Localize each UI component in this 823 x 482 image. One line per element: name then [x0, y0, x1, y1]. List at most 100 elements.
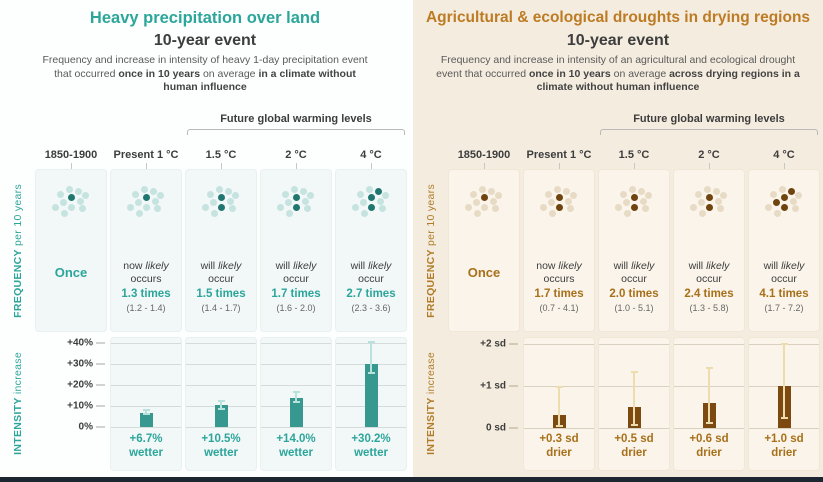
panel-subtitle: 10-year event	[566, 32, 670, 49]
error-bar	[295, 391, 297, 403]
column-header: 2 °C	[673, 149, 745, 169]
frequency-dot	[720, 191, 727, 199]
frequency-dot	[642, 204, 649, 212]
frequency-dot	[699, 209, 706, 217]
gridline	[111, 342, 181, 344]
frequency-dot	[277, 203, 284, 211]
frequency-dot	[216, 185, 223, 193]
intensity-card: +6.7% wetter	[110, 336, 182, 471]
frequency-dot	[302, 197, 309, 205]
frequency-dot	[68, 193, 75, 201]
gridline	[261, 363, 331, 365]
error-bar	[558, 385, 560, 428]
times-value: 1.7 times	[271, 288, 321, 301]
frequency-dot	[704, 185, 711, 193]
intensity-axis-ticks: +40% +30% +20% +10% 0%	[35, 337, 107, 471]
frequency-dots	[690, 185, 728, 217]
frequency-dots	[465, 185, 503, 217]
frequency-dot	[79, 204, 86, 212]
column-header-row: Future global warming levels 1850-1900 P…	[413, 105, 823, 169]
panel-description: Frequency and increase in intensity of a…	[436, 54, 800, 94]
frequency-dot	[368, 193, 375, 201]
error-bar-cap	[217, 399, 225, 402]
error-bar	[783, 343, 785, 419]
future-warming-label: Future global warming levels	[633, 112, 785, 125]
frequency-dot	[640, 197, 647, 205]
frequency-row: FREQUENCY per 10 years Once now likely o…	[0, 168, 410, 332]
frequency-dot	[150, 187, 157, 195]
frequency-dot	[717, 204, 724, 212]
frequency-text: will likely occur 1.7 times (1.6 - 2.0)	[261, 260, 331, 314]
gridline	[524, 343, 594, 345]
column-header-row: Future global warming levels 1850-1900 P…	[0, 105, 410, 169]
error-bar-cap	[630, 423, 638, 426]
frequency-dot	[375, 187, 382, 195]
frequency-dot	[715, 197, 722, 205]
frequency-dot	[143, 203, 150, 211]
times-value: 2.4 times	[684, 288, 734, 301]
frequency-dot	[352, 203, 359, 211]
frequency-dot	[645, 191, 652, 199]
intensity-bar	[289, 397, 303, 427]
error-bar-cap	[705, 421, 713, 424]
frequency-dot	[291, 185, 298, 193]
future-warming-bracket	[187, 128, 405, 135]
frequency-card: will likely occur 1.7 times (1.6 - 2.0)	[260, 168, 332, 332]
intensity-ytick: +30%	[67, 358, 105, 369]
frequency-dot	[695, 190, 702, 198]
frequency-dot	[481, 193, 488, 201]
frequency-dot	[770, 190, 777, 198]
frequency-card: now likely occurs 1.7 times (0.7 - 4.1)	[523, 168, 595, 332]
frequency-dot	[366, 185, 373, 193]
future-warming-label: Future global warming levels	[220, 112, 372, 125]
gridline	[261, 426, 331, 428]
frequency-dot	[620, 190, 627, 198]
frequency-dot	[136, 209, 143, 217]
gridline	[261, 342, 331, 344]
gridline	[111, 363, 181, 365]
intensity-value-label: +10.5% wetter	[201, 432, 241, 459]
frequency-dot	[781, 193, 788, 201]
frequency-dot	[706, 203, 713, 211]
intensity-card: +0.5 sd drier	[598, 336, 670, 471]
frequency-card: will likely occur 2.4 times (1.3 - 5.8)	[673, 168, 745, 332]
intensity-ytick: +40%	[67, 337, 105, 348]
frequency-dot	[490, 197, 497, 205]
frequency-dot	[143, 193, 150, 201]
frequency-dot	[202, 203, 209, 211]
gridline	[261, 384, 331, 386]
frequency-dot	[474, 209, 481, 217]
times-value: 1.7 times	[534, 288, 584, 301]
frequency-card: now likely occurs 1.3 times (1.2 - 1.4)	[110, 168, 182, 332]
gridline	[524, 427, 594, 429]
likely-range: (1.0 - 5.1)	[614, 302, 654, 313]
frequency-dot	[135, 198, 142, 206]
frequency-dot	[470, 190, 477, 198]
intensity-axis-label: INTENSITY increase	[425, 352, 437, 456]
frequency-text: will likely occur 2.4 times (1.3 - 5.8)	[674, 260, 744, 314]
panel-precipitation: Heavy precipitation over land 10-year ev…	[0, 0, 410, 477]
frequency-dot	[210, 198, 217, 206]
frequency-dot	[556, 203, 563, 211]
frequency-dot	[361, 209, 368, 217]
frequency-dot	[77, 197, 84, 205]
frequency-card: Once	[35, 168, 107, 332]
intensity-bar	[214, 404, 228, 427]
frequency-card: will likely occur 4.1 times (1.7 - 7.2)	[748, 168, 820, 332]
gridline	[186, 342, 256, 344]
error-bar-cap	[367, 372, 375, 375]
error-bar-cap	[292, 400, 300, 403]
error-bar-cap	[142, 413, 150, 416]
intensity-ytick: +10%	[67, 400, 105, 411]
intensity-card: +14.0% wetter	[260, 336, 332, 471]
intensity-card: +0.3 sd drier	[523, 336, 595, 471]
gridline	[749, 427, 819, 429]
likely-range: (1.7 - 7.2)	[764, 302, 804, 313]
frequency-dot	[790, 197, 797, 205]
frequency-dot	[300, 187, 307, 195]
frequency-dot	[788, 187, 795, 195]
once-label: Once	[54, 264, 88, 280]
frequency-dot	[307, 191, 314, 199]
frequency-dots	[765, 185, 803, 217]
frequency-dots	[615, 185, 653, 217]
